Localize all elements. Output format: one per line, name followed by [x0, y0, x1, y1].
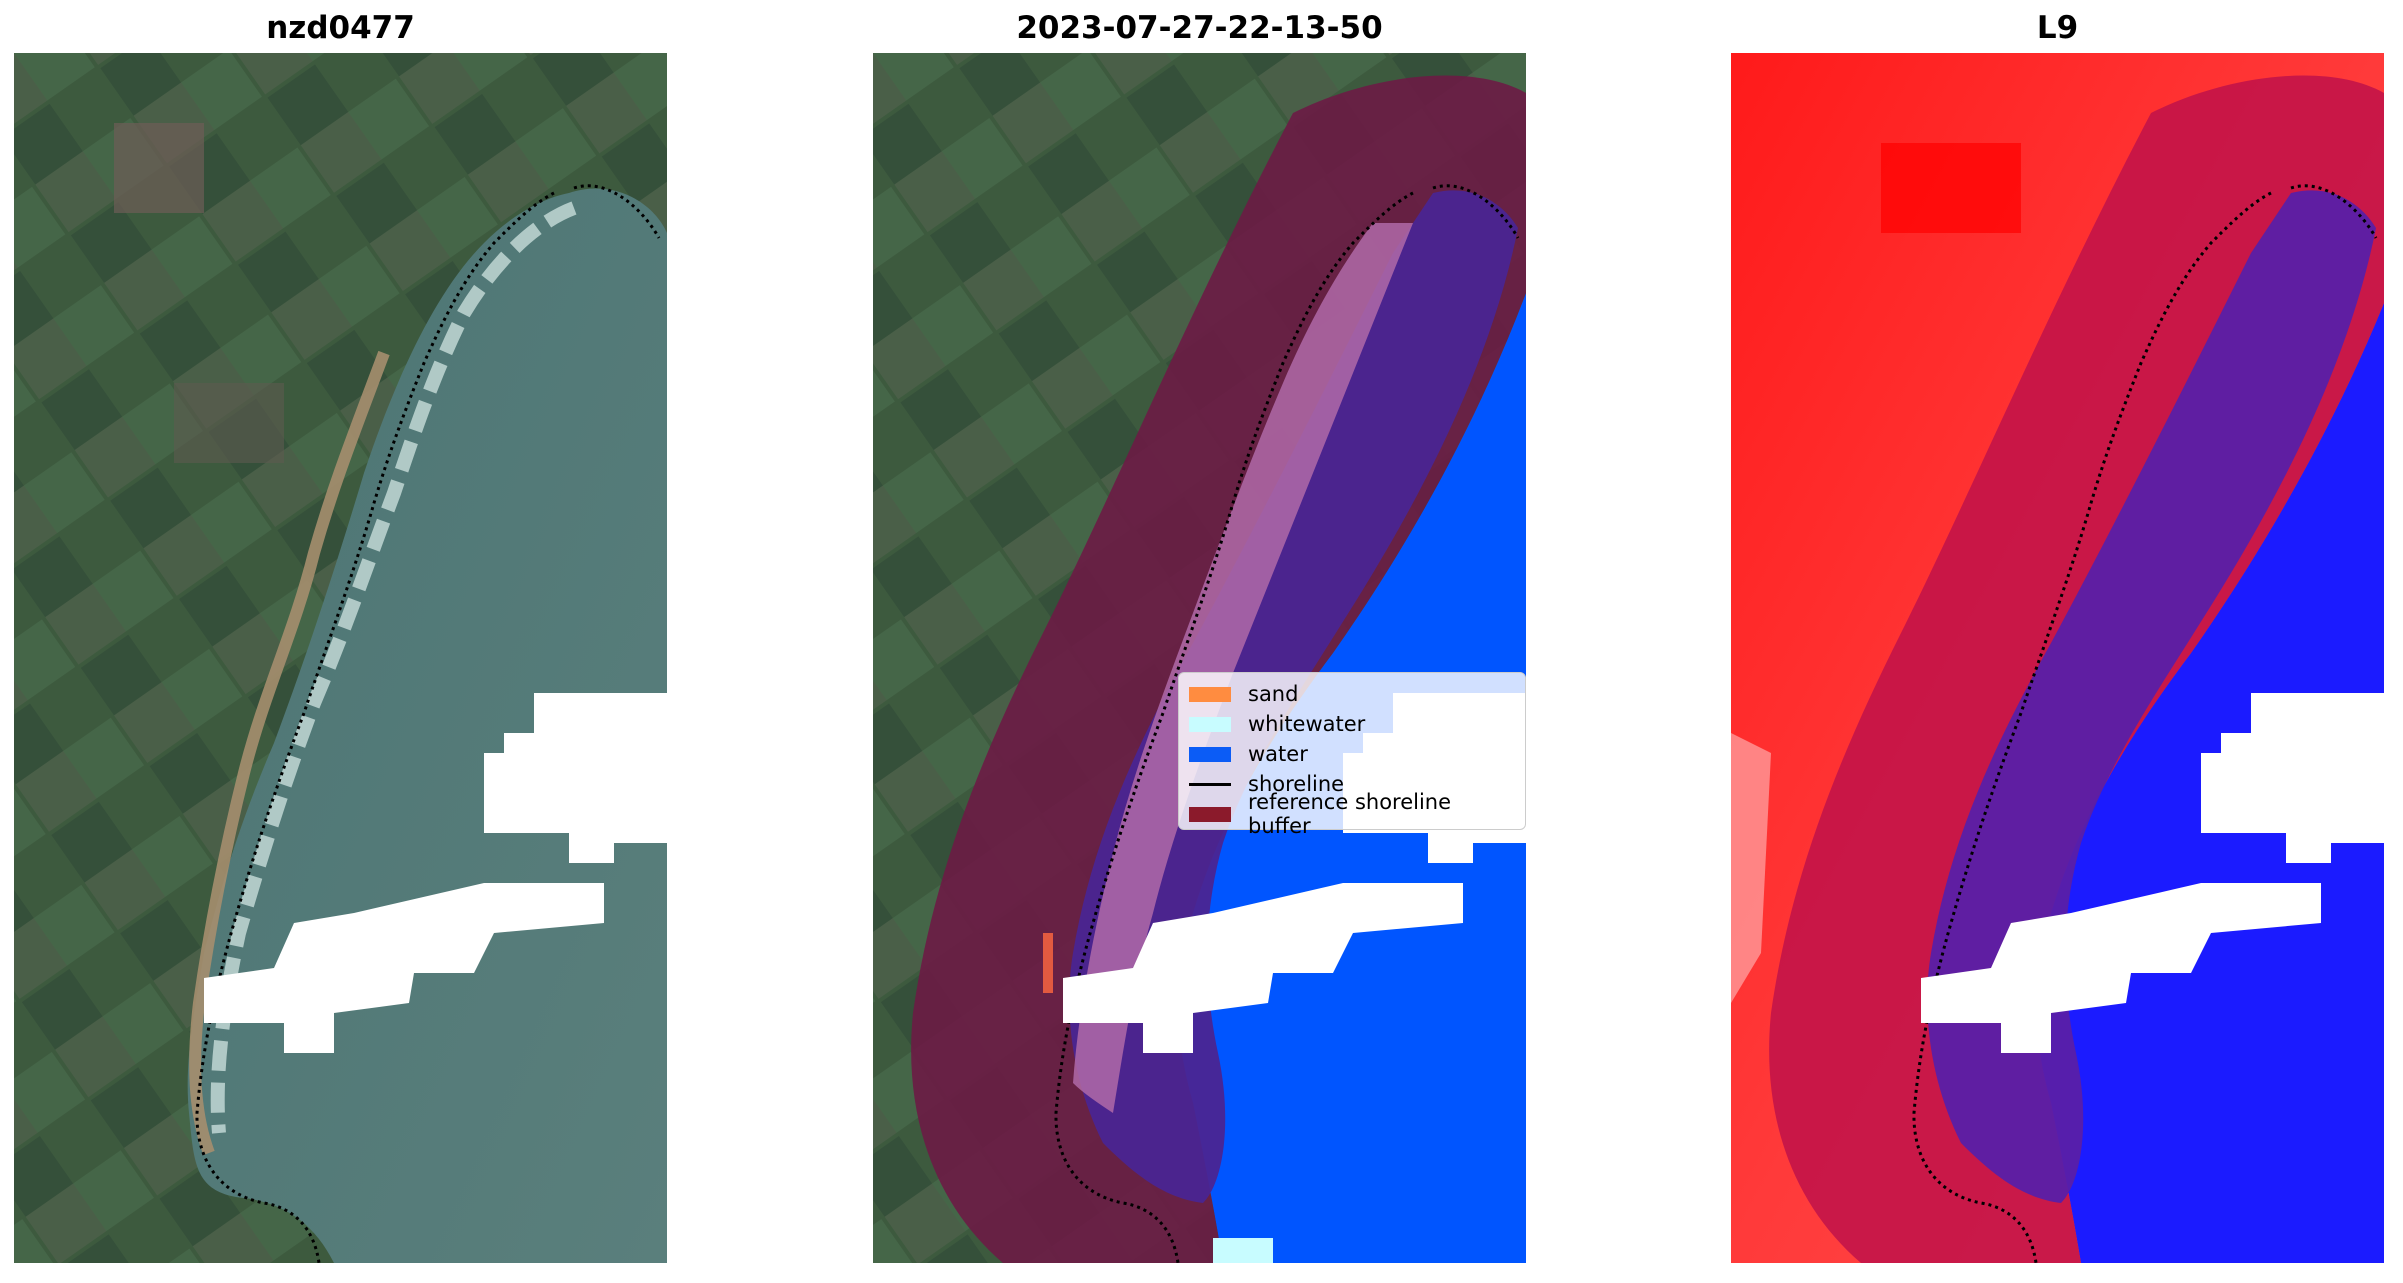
- legend-label: reference shoreline buffer: [1248, 790, 1452, 838]
- panel-title-classification: 2023-07-27-22-13-50: [1016, 10, 1383, 46]
- shoreline: [1912, 191, 2272, 1263]
- shoreline-north: [1432, 184, 1520, 239]
- shoreline-north: [2290, 184, 2378, 239]
- classification-panel: [873, 53, 1526, 1263]
- surf-zone: [210, 201, 577, 1134]
- legend-item-shoreline: shoreline: [1189, 769, 1515, 799]
- whitewater-in-buffer: [1073, 223, 1413, 1113]
- panel-title-index: L9: [2036, 10, 2079, 46]
- legend-label: whitewater: [1248, 712, 1366, 736]
- classification-image: [873, 53, 1526, 1263]
- land-index-patch: [1731, 733, 1771, 1003]
- field-patch: [174, 383, 284, 463]
- legend-label: water: [1248, 742, 1308, 766]
- rgb-image-panel: [14, 53, 667, 1263]
- legend-swatch-water: [1189, 746, 1231, 762]
- legend-item-water: water: [1189, 739, 1515, 769]
- legend-item-whitewater: whitewater: [1189, 709, 1515, 739]
- legend-item-buffer: reference shoreline buffer: [1189, 790, 1515, 838]
- legend-label: sand: [1248, 682, 1299, 706]
- rgb-satellite-image: [14, 53, 667, 1263]
- legend-item-sand: sand: [1189, 679, 1515, 709]
- index-panel: [1731, 53, 2384, 1263]
- legend-line-shoreline: [1189, 782, 1231, 786]
- index-image: [1731, 53, 2384, 1263]
- legend-label: shoreline: [1248, 772, 1345, 796]
- land-index-patch: [1881, 143, 2021, 233]
- cloud-mask: [1921, 693, 2384, 1053]
- legend: sand whitewater water shoreline referenc…: [1178, 672, 1526, 838]
- shoreline: [1054, 191, 1414, 1263]
- shoreline: [195, 191, 555, 1263]
- legend-swatch-buffer: [1189, 806, 1231, 822]
- legend-swatch-sand: [1189, 686, 1231, 702]
- cloud-mask: [204, 693, 667, 1053]
- field-patch: [114, 123, 204, 213]
- panel-title-rgb: nzd0477: [266, 10, 415, 46]
- shoreline-north: [573, 184, 661, 239]
- beach-sand: [189, 350, 390, 1156]
- whitewater-class: [1213, 1238, 1273, 1263]
- sand-class: [1043, 933, 1053, 993]
- legend-swatch-whitewater: [1189, 716, 1231, 732]
